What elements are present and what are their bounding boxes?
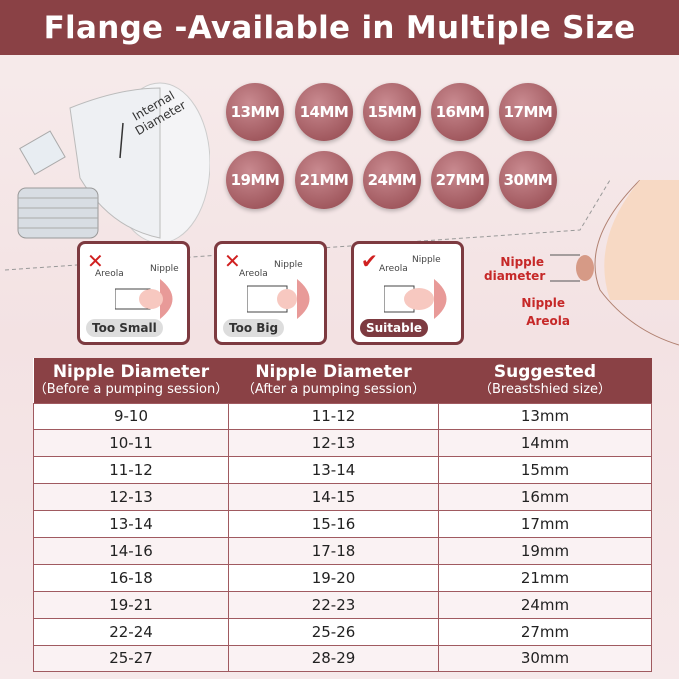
table-cell: 25-26 [228,617,439,646]
size-chart-table: Nipple Diameter （Before a pumping session… [33,358,652,673]
fit-label: Too Big [223,319,285,337]
nipple-diameter-label: Nipple diameter [484,255,546,283]
size-bubble: 14MM [295,83,353,141]
check-icon: ✔ [361,249,378,273]
table-cell: 14-16 [33,536,229,565]
table-row: 14-16 17-18 19mm [33,536,652,565]
table-row: 12-13 14-15 16mm [33,483,652,512]
table-cell: 9-10 [33,402,229,431]
table-cell: 12-13 [33,483,229,512]
column-header: Suggested （Breastshied size） [438,358,652,403]
table-cell: 14-15 [228,483,439,512]
table-cell: 22-24 [33,617,229,646]
nipple-label: Nipple [150,264,179,274]
size-bubble: 16MM [431,83,489,141]
size-bubble: 15MM [363,83,421,141]
table-row: 22-24 25-26 27mm [33,617,652,646]
areola-label: Areola [379,264,408,274]
fit-card-too-big: ✕ Areola Nipple Too Big [214,241,327,345]
fit-card-suitable: ✔ Areola Nipple Suitable [351,241,464,345]
nipple-diagram-icon [115,279,173,319]
nipple-label: Nipple [521,296,565,310]
table-cell: 16-18 [33,563,229,592]
table-cell: 11-12 [228,402,439,431]
size-bubble: 21MM [295,151,353,209]
size-bubble: 13MM [226,83,284,141]
column-header: Nipple Diameter （After a pumping session） [228,358,439,403]
table-cell: 17mm [438,510,652,538]
x-icon: ✕ [87,249,104,273]
table-cell: 13mm [438,402,652,431]
size-bubble: 19MM [226,151,284,209]
table-cell: 30mm [438,644,652,673]
nipple-label: Nipple [274,260,303,270]
flange-illustration [17,82,211,244]
table-cell: 22-23 [228,590,439,619]
table-cell: 19-20 [228,563,439,592]
nipple-label: Nipple [412,255,441,265]
table-row: 16-18 19-20 21mm [33,563,652,592]
table-cell: 19mm [438,536,652,565]
table-cell: 24mm [438,590,652,619]
nipple-diagram-icon [384,279,447,319]
flange-image: Internal Diameter [10,68,211,248]
table-row: 10-11 12-13 14mm [33,429,652,458]
size-bubble: 30MM [499,151,557,209]
fit-label: Suitable [360,319,428,337]
x-icon: ✕ [224,249,241,273]
table-cell: 21mm [438,563,652,592]
breast-anatomy-icon [550,180,679,346]
table-cell: 11-12 [33,456,229,485]
table-cell: 19-21 [33,590,229,619]
table-cell: 13-14 [33,510,229,538]
table-cell: 14mm [438,429,652,458]
size-bubble: 17MM [499,83,557,141]
column-header: Nipple Diameter （Before a pumping session… [33,358,229,403]
table-cell: 27mm [438,617,652,646]
table-cell: 15-16 [228,510,439,538]
table-cell: 12-13 [228,429,439,458]
page-title: Flange -Available in Multiple Size [0,0,679,55]
dashed-guide-line [4,179,611,271]
table-cell: 28-29 [228,644,439,673]
fit-card-too-small: ✕ Areola Nipple Too Small [77,241,190,345]
table-row: 13-14 15-16 17mm [33,510,652,538]
table-cell: 17-18 [228,536,439,565]
table-row: 19-21 22-23 24mm [33,590,652,619]
areola-label: Areola [239,269,268,279]
table-cell: 25-27 [33,644,229,673]
fit-label: Too Small [86,319,163,337]
table-row: 11-12 13-14 15mm [33,456,652,485]
size-bubble: 27MM [431,151,489,209]
areola-label: Areola [526,314,570,328]
table-cell: 13-14 [228,456,439,485]
table-cell: 10-11 [33,429,229,458]
areola-label: Areola [95,269,124,279]
nipple-diagram-icon [247,279,310,319]
table-row: 9-10 11-12 13mm [33,402,652,431]
table-cell: 15mm [438,456,652,485]
table-cell: 16mm [438,483,652,512]
size-bubble: 24MM [363,151,421,209]
table-row: 25-27 28-29 30mm [33,644,652,673]
